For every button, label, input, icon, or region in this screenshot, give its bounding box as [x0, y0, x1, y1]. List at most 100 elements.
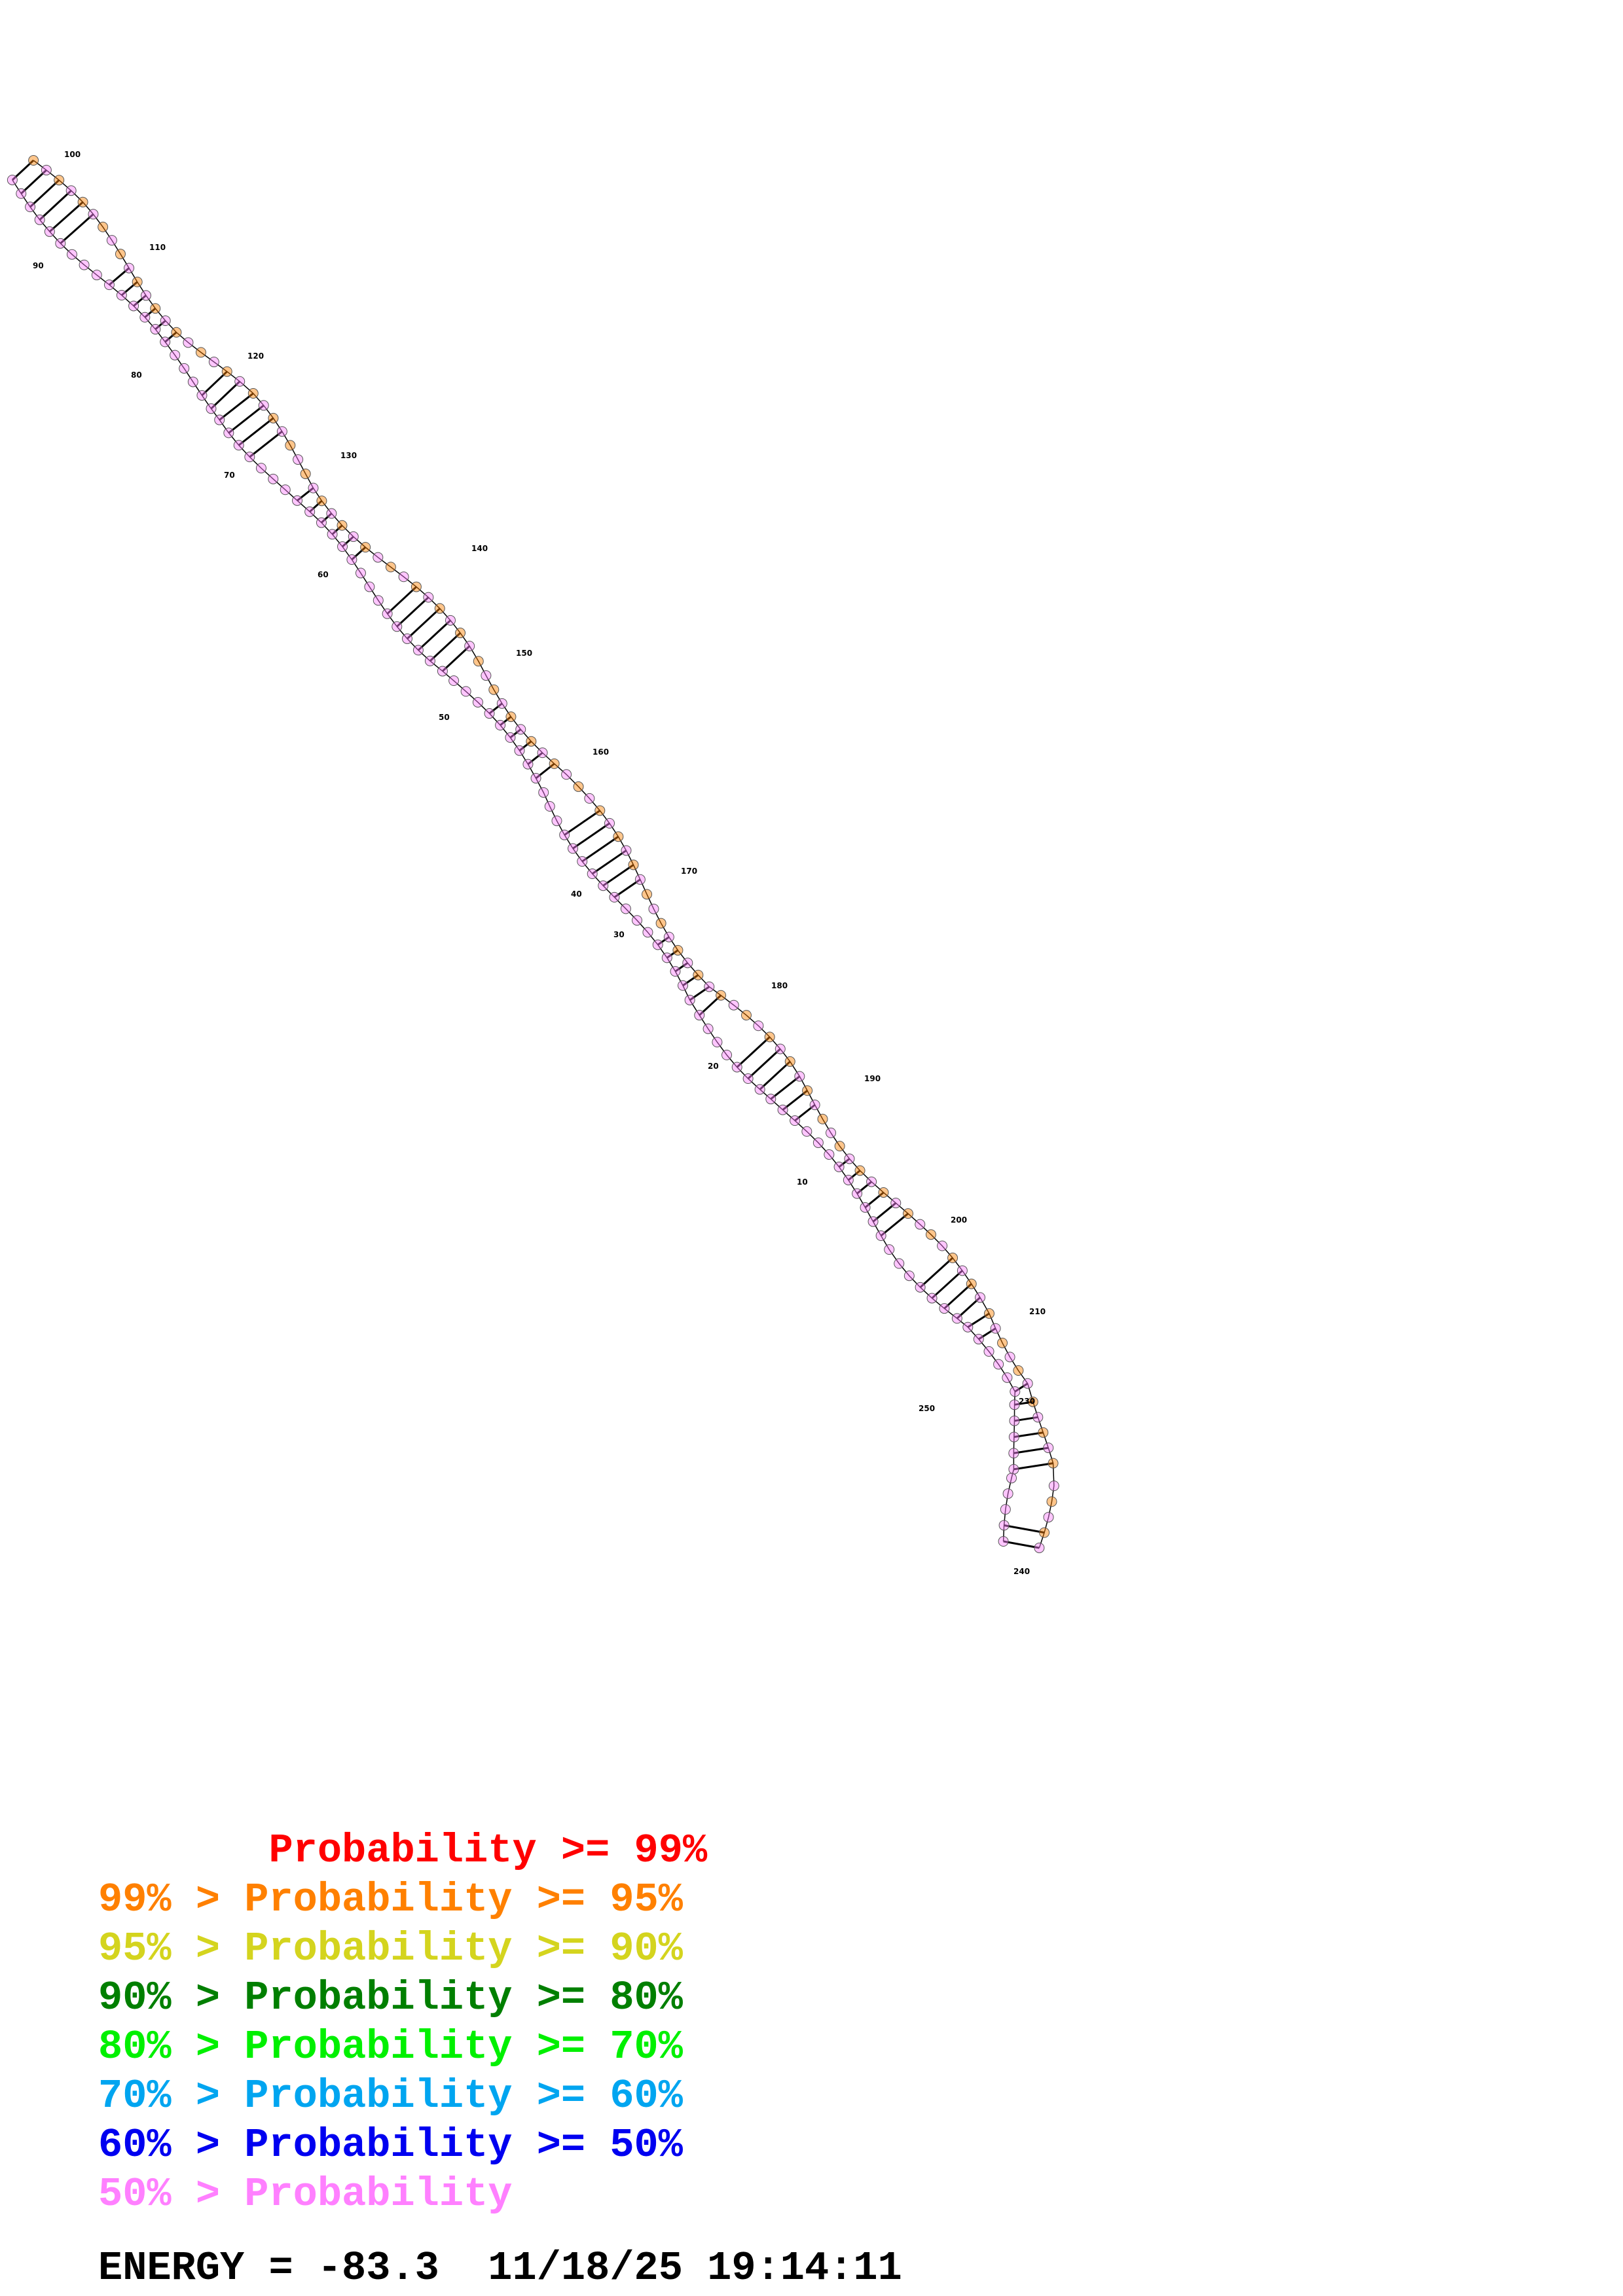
- base-pair: [155, 319, 166, 331]
- position-label: 250: [919, 1404, 935, 1413]
- nucleotide: [268, 412, 279, 423]
- nucleotide: [234, 376, 246, 387]
- nucleotide: [634, 874, 646, 885]
- nucleotide: [998, 1536, 1009, 1547]
- nucleotide: [98, 221, 109, 232]
- base-pair: [60, 213, 94, 244]
- nucleotide: [401, 633, 412, 644]
- nucleotide: [160, 336, 171, 348]
- nucleotide: [1004, 1352, 1015, 1363]
- nucleotide: [559, 829, 570, 840]
- nucleotide: [292, 495, 303, 506]
- legend-row-90: 95% > Probability >= 90%: [98, 1926, 683, 1972]
- nucleotide: [25, 202, 36, 213]
- nucleotide: [66, 249, 77, 260]
- base-pair: [309, 500, 323, 512]
- base-pair: [210, 380, 241, 410]
- position-label: 150: [516, 649, 532, 658]
- nucleotide: [678, 980, 689, 991]
- nucleotide: [1022, 1378, 1033, 1389]
- position-label: 210: [1029, 1307, 1046, 1316]
- base-pair: [238, 417, 274, 446]
- nucleotide: [860, 1202, 871, 1213]
- nucleotide: [77, 196, 88, 207]
- nucleotide: [150, 324, 161, 335]
- nucleotide: [179, 363, 190, 374]
- nucleotide: [472, 696, 483, 708]
- base-pair: [1013, 1446, 1049, 1454]
- base-pair: [919, 1257, 954, 1288]
- nucleotide: [764, 1031, 775, 1043]
- nucleotide: [561, 769, 572, 780]
- nucleotide: [790, 1115, 801, 1126]
- nucleotide: [300, 468, 311, 479]
- rna-structure-diagram: 10 20 30 40 50 60 70 80 90 100 110 120 130 140 150 160 1…: [7, 150, 1059, 1576]
- nucleotide: [962, 1321, 974, 1333]
- nucleotide: [530, 773, 541, 784]
- nucleotide: [973, 1334, 984, 1345]
- base-pair: [591, 850, 627, 875]
- nucleotide: [54, 175, 65, 186]
- base-pair: [1003, 1540, 1040, 1549]
- base-pair: [864, 1191, 884, 1208]
- base-pair: [396, 596, 429, 628]
- nucleotide: [937, 1240, 948, 1251]
- base-pair: [572, 822, 610, 850]
- nucleotides: [7, 155, 1059, 1553]
- nucleotide: [34, 214, 45, 225]
- nucleotide: [434, 603, 445, 614]
- nucleotide: [1043, 1443, 1054, 1454]
- nucleotide: [537, 747, 548, 759]
- base-pair: [794, 1103, 816, 1122]
- nucleotide: [573, 781, 584, 792]
- nucleotide: [1034, 1542, 1045, 1553]
- nucleotide: [515, 724, 526, 735]
- nucleotide: [740, 1010, 752, 1021]
- base-pair: [406, 607, 441, 640]
- nucleotide: [160, 315, 171, 327]
- nucleotide: [44, 226, 55, 237]
- nucleotide: [1009, 1415, 1020, 1426]
- nucleotide: [346, 554, 357, 565]
- nucleotide: [661, 952, 672, 963]
- base-pair: [1014, 1401, 1034, 1406]
- nucleotide: [1043, 1512, 1054, 1523]
- nucleotide: [171, 327, 182, 338]
- nucleotide: [124, 262, 135, 274]
- nucleotide: [473, 656, 484, 667]
- nucleotide: [915, 1219, 926, 1230]
- base-pair: [429, 632, 462, 662]
- position-labels: 10 20 30 40 50 60 70 80 90 100 110 120 130 140 150 160 1…: [33, 150, 1046, 1576]
- nucleotide: [817, 1113, 828, 1124]
- nucleotide: [410, 581, 422, 592]
- nucleotide: [195, 347, 206, 358]
- nucleotide: [373, 552, 384, 563]
- base-pair: [1013, 1462, 1053, 1471]
- nucleotide: [947, 1252, 958, 1263]
- nucleotide: [1008, 1463, 1019, 1475]
- nucleotide: [731, 1062, 742, 1073]
- base-pair: [219, 392, 254, 421]
- nucleotide: [549, 758, 560, 769]
- legend-row-below-50: 50% > Probability: [98, 2171, 513, 2217]
- nucleotide: [663, 931, 674, 942]
- position-label: 50: [439, 713, 450, 722]
- nucleotide: [170, 350, 181, 361]
- position-label: 20: [708, 1062, 719, 1071]
- nucleotide: [398, 571, 409, 583]
- nucleotide: [316, 517, 327, 528]
- nucleotide: [28, 155, 39, 166]
- nucleotide: [304, 506, 316, 517]
- nucleotide: [939, 1303, 950, 1314]
- backbone-strand-1: [12, 179, 1016, 1542]
- nucleotide: [577, 856, 588, 867]
- position-label: 200: [951, 1215, 967, 1225]
- position-label: 30: [613, 930, 625, 939]
- nucleotide: [915, 1282, 926, 1293]
- nucleotide: [753, 1020, 764, 1031]
- nucleotide: [424, 655, 435, 666]
- legend-row-95: 99% > Probability >= 95%: [98, 1876, 683, 1923]
- nucleotide: [1046, 1496, 1057, 1507]
- base-pair: [666, 949, 679, 959]
- nucleotide: [103, 279, 115, 291]
